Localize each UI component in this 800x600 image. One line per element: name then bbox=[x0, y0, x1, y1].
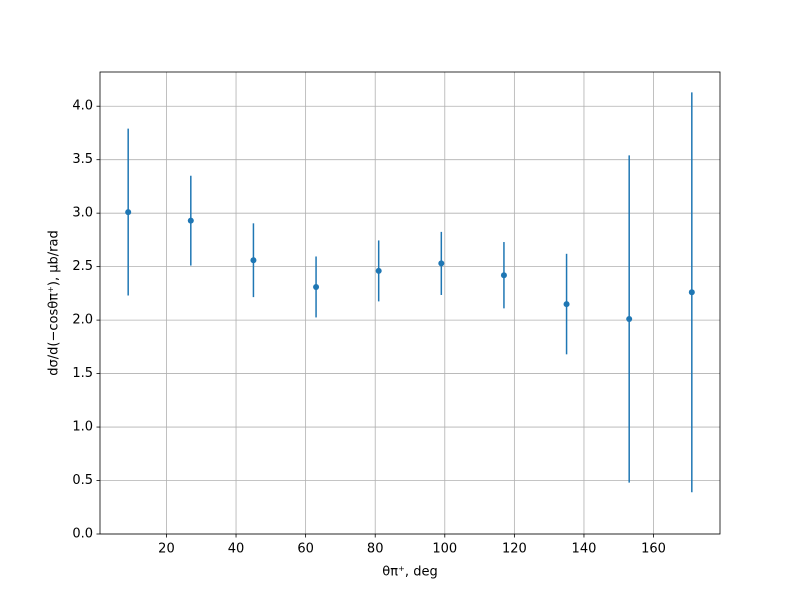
y-tick-label: 2.0 bbox=[72, 313, 93, 328]
y-tick-label: 0.5 bbox=[72, 473, 93, 488]
y-axis-label: dσ/d(−cosθπ⁺), μb/rad bbox=[47, 230, 62, 375]
data-point bbox=[500, 272, 507, 279]
x-axis-label: θπ⁺, deg bbox=[382, 565, 437, 580]
y-tick-label: 1.5 bbox=[72, 366, 93, 381]
x-tick-label: 160 bbox=[641, 542, 666, 557]
data-point bbox=[313, 283, 320, 290]
y-tick-label: 0.0 bbox=[72, 527, 93, 542]
data-point bbox=[563, 301, 570, 308]
data-point bbox=[438, 260, 445, 267]
y-tick-label: 1.0 bbox=[72, 420, 93, 435]
x-tick-label: 20 bbox=[158, 542, 175, 557]
x-tick-label: 140 bbox=[572, 542, 597, 557]
x-tick-label: 40 bbox=[228, 542, 245, 557]
plot-frame bbox=[99, 71, 721, 535]
y-tick-label: 3.0 bbox=[72, 206, 93, 221]
x-tick-label: 120 bbox=[502, 542, 527, 557]
y-tick-label: 2.5 bbox=[72, 259, 93, 274]
data-point bbox=[250, 257, 257, 264]
data-point bbox=[125, 209, 132, 216]
data-point bbox=[375, 267, 382, 274]
y-tick-label: 3.5 bbox=[72, 152, 93, 167]
data-point bbox=[688, 289, 695, 296]
x-tick-label: 60 bbox=[297, 542, 314, 557]
x-tick-label: 80 bbox=[367, 542, 384, 557]
data-point bbox=[187, 217, 194, 224]
data-point bbox=[626, 316, 633, 323]
y-tick-label: 4.0 bbox=[72, 99, 93, 114]
x-tick-label: 100 bbox=[432, 542, 457, 557]
